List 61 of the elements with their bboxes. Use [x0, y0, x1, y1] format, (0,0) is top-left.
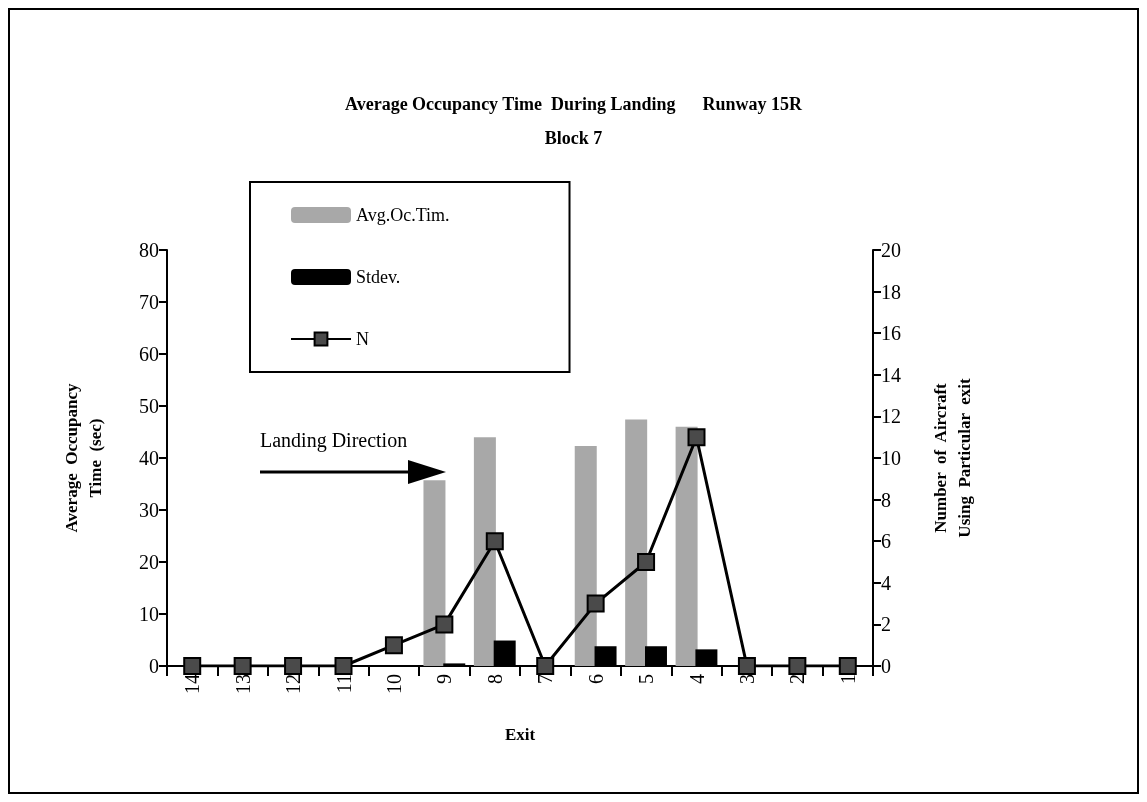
y-tick-label: 30 — [139, 499, 159, 521]
y2-tick-label: 6 — [881, 530, 891, 553]
y-tick-label: 70 — [139, 291, 159, 313]
y2-axis-title: Number of Aircraft Using Particular exit — [930, 378, 974, 538]
y2-tick-label: 12 — [881, 405, 901, 428]
point — [838, 657, 857, 675]
y-axis-title: Average Occupancy Time (sec) — [61, 383, 105, 533]
y2-tick-label: 14 — [881, 363, 901, 386]
y-tick-label: 40 — [139, 447, 159, 469]
x-tick-label: 5 — [635, 674, 658, 684]
x-tick-label: 7 — [534, 674, 557, 684]
y2-tick-label: 0 — [881, 655, 891, 677]
y-tick-label: 0 — [149, 655, 159, 677]
point — [737, 657, 756, 675]
y-tick-label: 10 — [139, 603, 159, 625]
x-tick-label: 12 — [282, 674, 305, 694]
x-tick-label: 6 — [584, 674, 607, 684]
y2-tick-label: 18 — [881, 280, 901, 303]
point — [183, 657, 202, 675]
bar — [574, 446, 597, 666]
x-tick-label: 13 — [231, 674, 254, 694]
y-tick-label: 60 — [139, 343, 159, 365]
x-tick-label: 2 — [786, 674, 809, 684]
chart-title: Average Occupancy Time During Landing Runway 15R — [344, 94, 804, 114]
x-tick-label: 14 — [181, 674, 204, 694]
y2-tick-label: 10 — [881, 447, 901, 469]
chart-subtitle: Block 7 — [544, 128, 603, 148]
point — [687, 428, 706, 447]
y-tick-label: 50 — [139, 395, 159, 417]
x-tick-label: 4 — [685, 674, 708, 684]
point — [384, 636, 403, 655]
y2-tick-label: 2 — [881, 613, 891, 636]
legend-label: N — [356, 329, 369, 349]
legend-label: Avg.Oc.Tim. — [356, 205, 450, 225]
point — [586, 594, 605, 613]
legend-label: Stdev. — [356, 267, 401, 287]
y2-tick-label: 4 — [881, 571, 891, 594]
point — [637, 553, 656, 571]
y2-tick-label: 8 — [881, 488, 891, 511]
point — [435, 615, 454, 634]
x-tick-label: 3 — [735, 674, 758, 684]
x-tick-label: 1 — [836, 674, 859, 684]
point — [485, 532, 504, 551]
bar — [675, 426, 698, 666]
point — [233, 657, 252, 675]
x-tick-label: 11 — [332, 674, 355, 694]
y-tick-label: 20 — [139, 551, 159, 573]
x-tick-label: 9 — [433, 674, 456, 684]
point — [788, 657, 807, 675]
x-tick-label: 10 — [382, 674, 405, 694]
point — [284, 657, 303, 675]
point — [536, 657, 555, 675]
point — [334, 657, 353, 675]
y2-tick-label: 20 — [881, 239, 901, 261]
x-tick-label: 8 — [483, 674, 506, 684]
bar — [625, 419, 648, 666]
y2-tick-label: 16 — [881, 322, 901, 345]
bar — [473, 437, 496, 666]
annotation: Landing Direction — [260, 429, 408, 452]
y-tick-label: 80 — [139, 239, 159, 261]
x-axis-title: Exit — [504, 725, 536, 744]
